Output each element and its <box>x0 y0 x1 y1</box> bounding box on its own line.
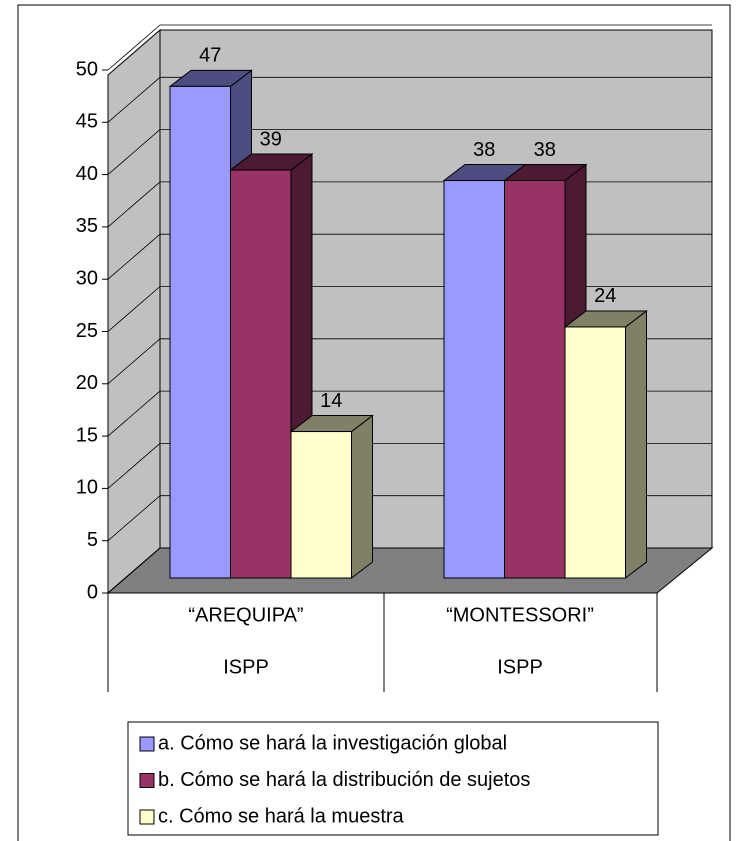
grid-line <box>107 390 161 437</box>
bar-side <box>625 309 647 580</box>
bar-side <box>351 414 373 580</box>
grid-line <box>107 547 161 594</box>
bar <box>504 180 566 579</box>
y-tick-label: 45 <box>76 111 98 133</box>
grid-line <box>107 338 161 385</box>
data-label: 24 <box>594 285 616 307</box>
x-tick-label: ISPP <box>497 656 543 678</box>
bar <box>290 431 352 579</box>
y-tick-label: 50 <box>76 58 98 80</box>
grid-line <box>107 286 161 332</box>
y-tick-label: 15 <box>76 424 98 446</box>
legend-swatch <box>139 773 155 788</box>
data-label: 38 <box>473 139 495 161</box>
data-label: 14 <box>320 390 342 412</box>
side-wall <box>107 28 161 595</box>
grid-line <box>107 443 161 489</box>
legend-swatch <box>139 736 155 752</box>
x-tick-label: ISPP <box>223 656 269 678</box>
data-label: 47 <box>199 45 221 67</box>
y-tick-label: 40 <box>76 163 98 185</box>
grid-line <box>107 24 161 71</box>
legend-label: c. Cómo se hará la muestra <box>158 805 405 827</box>
grid-line <box>107 233 161 280</box>
grid-line <box>107 76 161 123</box>
x-tick-label: “MONTESSORI” <box>446 604 594 626</box>
grid-line <box>107 129 161 175</box>
y-tick-label: 10 <box>76 477 98 499</box>
bar <box>169 85 231 579</box>
data-label: 39 <box>260 128 282 150</box>
legend <box>127 721 659 836</box>
y-tick-label: 0 <box>87 581 98 603</box>
y-tick-label: 25 <box>76 320 98 342</box>
x-tick-label: “AREQUIPA” <box>188 604 303 626</box>
y-tick-label: 5 <box>87 529 98 551</box>
bar <box>230 169 292 579</box>
y-tick-label: 35 <box>76 215 98 237</box>
data-label: 38 <box>534 139 556 161</box>
category-table <box>107 593 658 692</box>
bar <box>443 180 505 579</box>
legend-swatch <box>139 809 155 825</box>
bar <box>564 326 626 579</box>
y-tick-label: 20 <box>76 372 98 394</box>
y-tick-label: 30 <box>76 267 98 289</box>
grid-line <box>107 181 161 228</box>
legend-label: a. Cómo se hará la investigación global <box>158 732 507 754</box>
grid-line <box>107 495 161 542</box>
legend-label: b. Cómo se hará la distribución de sujet… <box>158 769 530 791</box>
